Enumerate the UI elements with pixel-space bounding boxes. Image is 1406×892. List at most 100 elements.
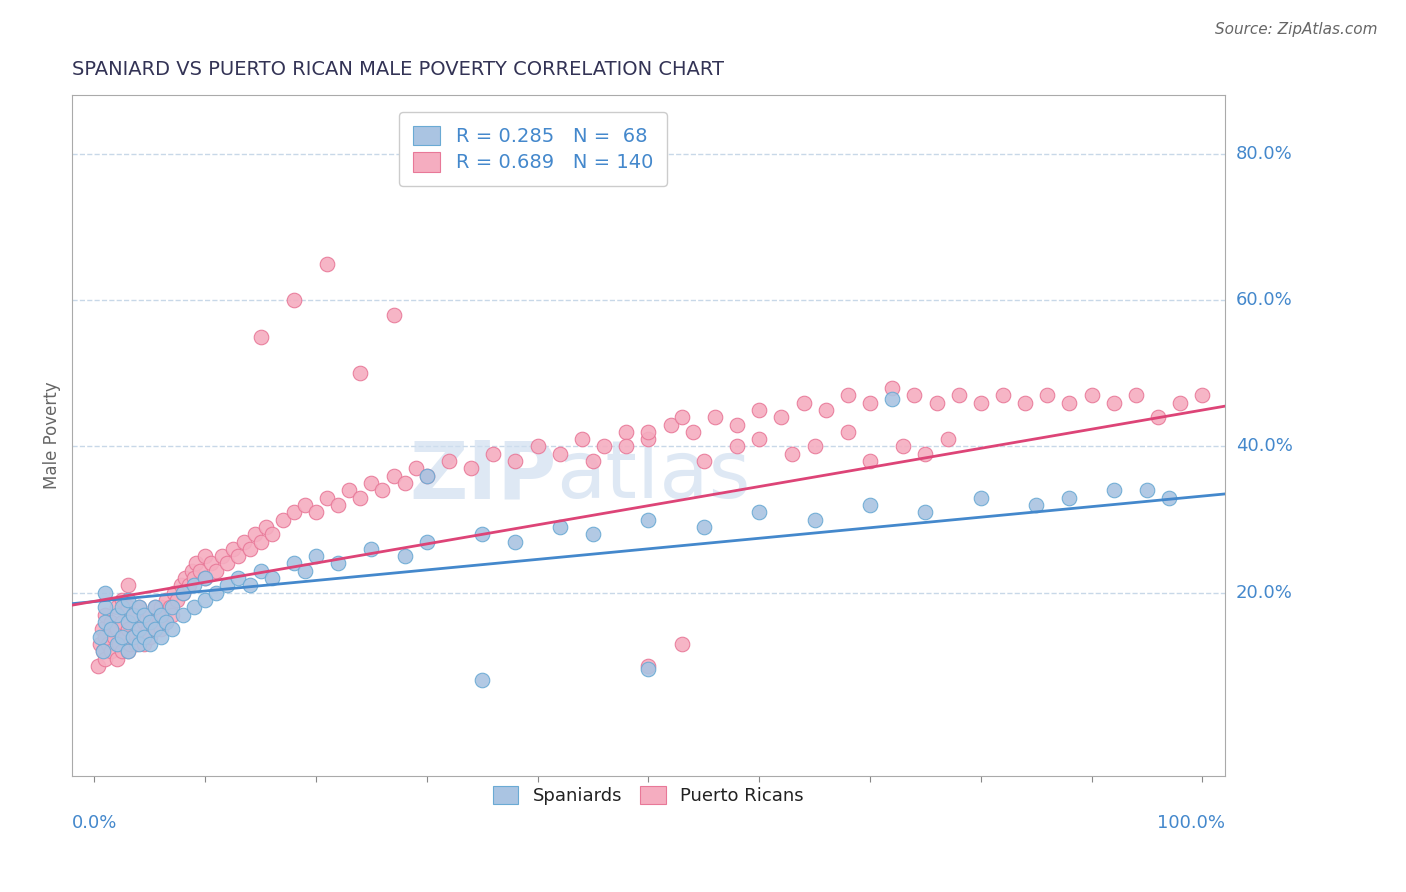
Point xyxy=(111,615,134,629)
Point xyxy=(139,615,162,629)
Point xyxy=(283,293,305,308)
Point xyxy=(371,483,394,498)
Point xyxy=(149,600,172,615)
Point xyxy=(152,607,174,622)
Point xyxy=(505,534,527,549)
Point xyxy=(526,439,548,453)
Point xyxy=(105,600,128,615)
Point xyxy=(91,644,114,658)
Point xyxy=(1102,483,1125,498)
Point xyxy=(143,600,166,615)
Point xyxy=(128,600,150,615)
Point xyxy=(149,630,172,644)
Point xyxy=(882,392,904,406)
Point xyxy=(360,475,382,490)
Point xyxy=(1147,410,1170,425)
Point xyxy=(100,622,122,636)
Point xyxy=(111,630,134,644)
Point xyxy=(177,578,200,592)
Point xyxy=(382,308,405,322)
Point xyxy=(238,541,260,556)
Point xyxy=(405,461,427,475)
Point xyxy=(141,615,163,629)
Point xyxy=(914,505,936,519)
Point xyxy=(100,615,122,629)
Point xyxy=(117,578,139,592)
Point xyxy=(111,593,134,607)
Point xyxy=(183,571,205,585)
Legend: Spaniards, Puerto Ricans: Spaniards, Puerto Ricans xyxy=(484,777,813,814)
Point xyxy=(925,395,948,409)
Point xyxy=(89,637,111,651)
Y-axis label: Male Poverty: Male Poverty xyxy=(44,382,60,490)
Point xyxy=(143,622,166,636)
Point xyxy=(260,527,283,541)
Point xyxy=(748,432,770,446)
Point xyxy=(111,644,134,658)
Point xyxy=(725,417,748,432)
Point xyxy=(803,439,825,453)
Point xyxy=(174,571,197,585)
Point xyxy=(882,381,904,395)
Point xyxy=(682,425,704,439)
Point xyxy=(659,417,682,432)
Text: 60.0%: 60.0% xyxy=(1236,291,1292,310)
Point xyxy=(337,483,360,498)
Point xyxy=(194,549,217,563)
Point xyxy=(1059,491,1081,505)
Point xyxy=(416,468,439,483)
Text: Source: ZipAtlas.com: Source: ZipAtlas.com xyxy=(1215,22,1378,37)
Point xyxy=(205,585,228,599)
Point xyxy=(748,505,770,519)
Point xyxy=(671,410,693,425)
Point xyxy=(91,644,114,658)
Point xyxy=(271,512,294,526)
Point xyxy=(471,527,494,541)
Point xyxy=(183,578,205,592)
Point xyxy=(211,549,233,563)
Point xyxy=(117,622,139,636)
Point xyxy=(122,630,145,644)
Point xyxy=(122,607,145,622)
Point xyxy=(194,571,217,585)
Point xyxy=(105,651,128,665)
Point xyxy=(163,585,186,599)
Point xyxy=(991,388,1014,402)
Point xyxy=(217,578,239,592)
Point xyxy=(94,615,117,629)
Point xyxy=(233,534,256,549)
Point xyxy=(360,541,382,556)
Point xyxy=(117,615,139,629)
Point xyxy=(637,425,659,439)
Point xyxy=(283,505,305,519)
Point xyxy=(814,403,837,417)
Point xyxy=(859,454,882,468)
Point xyxy=(100,644,122,658)
Point xyxy=(134,630,156,644)
Point xyxy=(155,615,177,629)
Point xyxy=(548,447,571,461)
Point xyxy=(382,468,405,483)
Point xyxy=(1059,395,1081,409)
Point xyxy=(614,439,637,453)
Point xyxy=(1102,395,1125,409)
Point xyxy=(143,622,166,636)
Point xyxy=(294,498,316,512)
Point xyxy=(837,388,859,402)
Point xyxy=(160,607,183,622)
Point xyxy=(770,410,793,425)
Point xyxy=(180,564,202,578)
Point xyxy=(328,498,350,512)
Point xyxy=(482,447,505,461)
Text: 100.0%: 100.0% xyxy=(1157,814,1225,832)
Point xyxy=(97,637,120,651)
Point xyxy=(1159,491,1181,505)
Text: 0.0%: 0.0% xyxy=(72,814,118,832)
Point xyxy=(859,395,882,409)
Point xyxy=(91,622,114,636)
Point xyxy=(914,447,936,461)
Point xyxy=(139,607,162,622)
Point xyxy=(155,615,177,629)
Point xyxy=(125,637,148,651)
Text: 40.0%: 40.0% xyxy=(1236,437,1292,456)
